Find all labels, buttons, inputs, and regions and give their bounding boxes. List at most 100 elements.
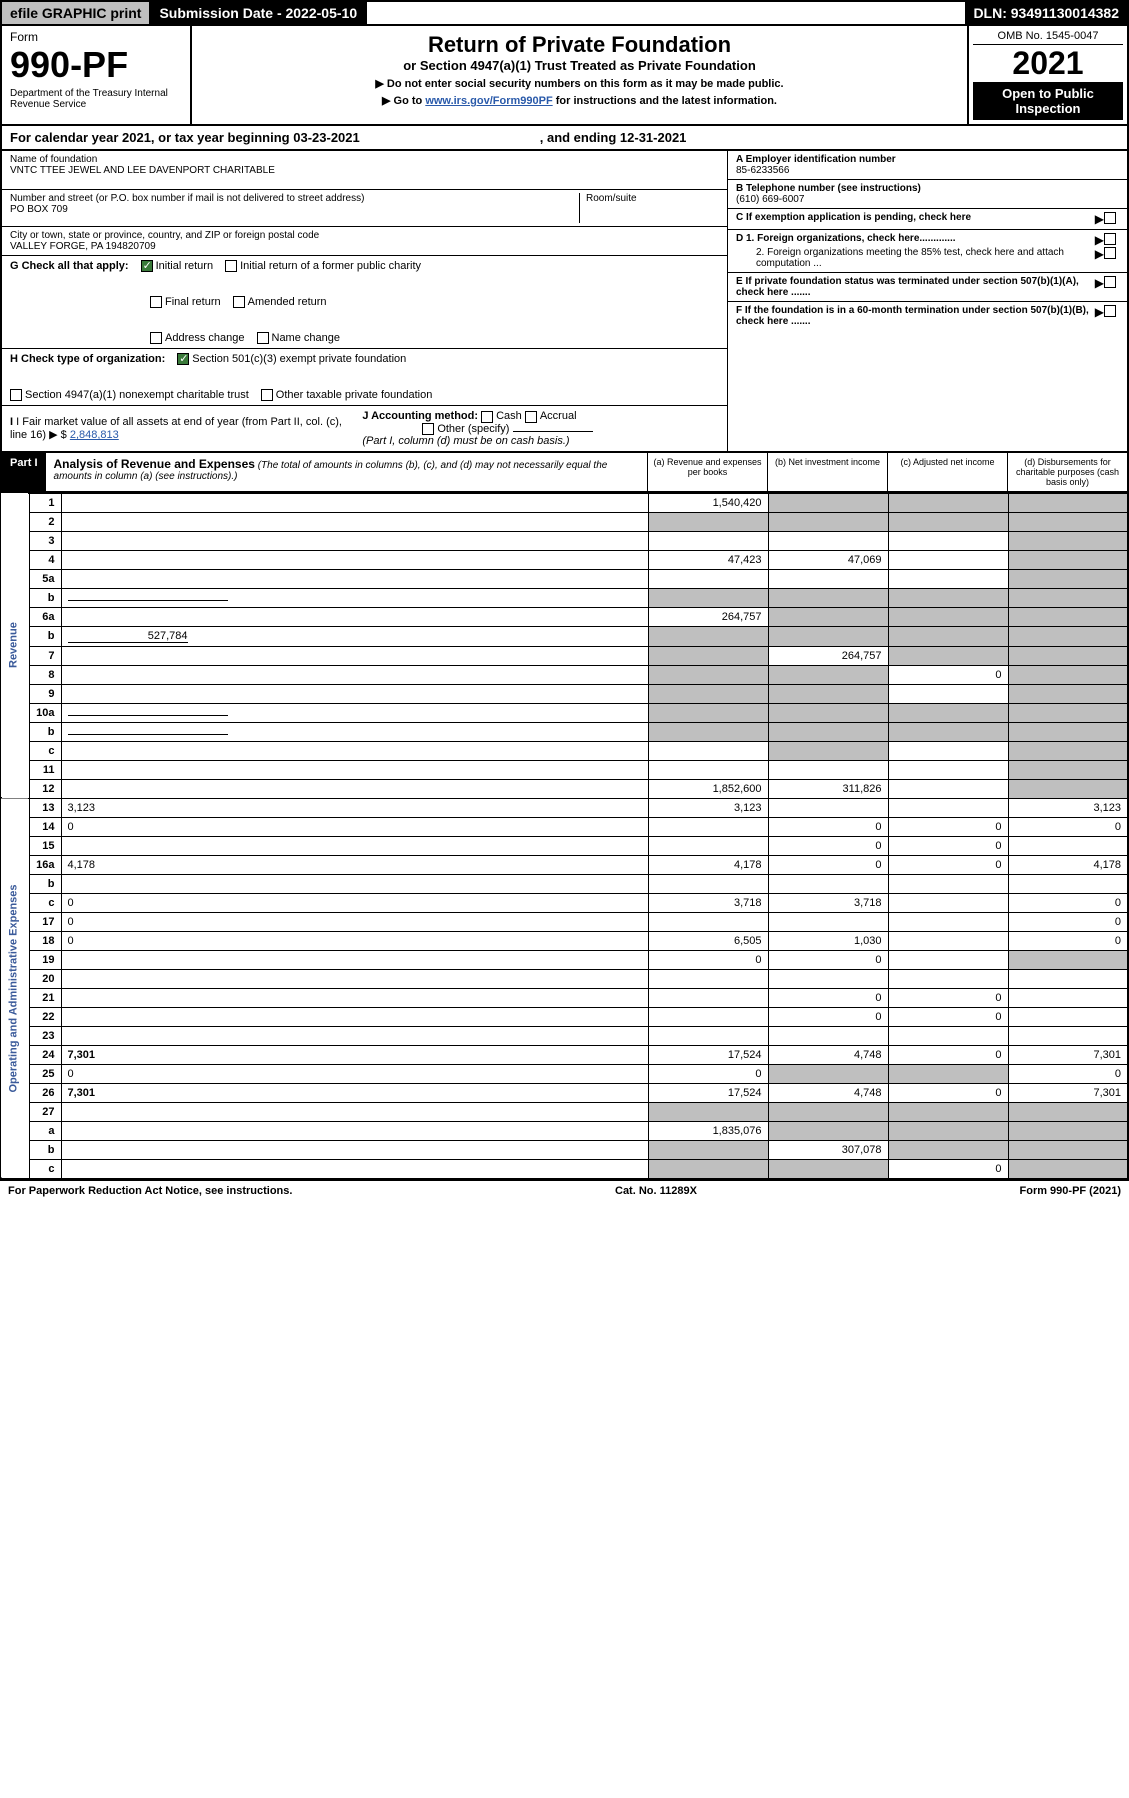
city-value: VALLEY FORGE, PA 194820709 [10,241,719,252]
col-d-value [1008,569,1128,588]
form-label: Form [10,30,182,44]
line-description [61,779,648,798]
501c3-checkbox[interactable] [177,353,189,365]
col-b-value [768,1064,888,1083]
section-i-j: I I Fair market value of all assets at e… [2,406,727,450]
fmv-link[interactable]: 2,848,813 [70,429,119,441]
initial-return-checkbox[interactable] [141,260,153,272]
line-description [61,836,648,855]
col-b-value [768,912,888,931]
col-d-value: 0 [1008,893,1128,912]
phone-label: B Telephone number (see instructions) [736,183,1119,194]
col-c-value [888,798,1008,817]
col-c-value [888,512,1008,531]
initial-former-checkbox[interactable] [225,260,237,272]
f-checkbox[interactable] [1104,305,1116,317]
table-row: b [1,722,1128,741]
col-b-value [768,798,888,817]
col-c-value: 0 [888,855,1008,874]
other-taxable-checkbox[interactable] [261,389,273,401]
col-d-value [1008,493,1128,512]
line-description [61,607,648,626]
col-c-value [888,493,1008,512]
col-c-value [888,893,1008,912]
table-row: c0 [1,1159,1128,1179]
line-number: 2 [29,512,61,531]
table-row: 1900 [1,950,1128,969]
address-change-checkbox[interactable] [150,332,162,344]
name-change-checkbox[interactable] [257,332,269,344]
col-c-value [888,741,1008,760]
col-c-value [888,912,1008,931]
line-description: 7,301 [61,1083,648,1102]
table-row: 121,852,600311,826 [1,779,1128,798]
dept-label: Department of the Treasury Internal Reve… [10,88,182,110]
col-b-value [768,684,888,703]
e-label: E If private foundation status was termi… [736,276,1095,298]
table-row: b [1,874,1128,893]
table-row: c [1,741,1128,760]
col-c-value: 0 [888,1007,1008,1026]
col-d-value [1008,665,1128,684]
line-description [61,646,648,665]
col-a-value [648,684,768,703]
4947-checkbox[interactable] [10,389,22,401]
d1-checkbox[interactable] [1104,233,1116,245]
line-number: 13 [29,798,61,817]
col-d-value [1008,531,1128,550]
col-c-value: 0 [888,1083,1008,1102]
line-description [61,531,648,550]
form-title: Return of Private Foundation [198,32,961,58]
line-number: c [29,741,61,760]
col-b-value: 311,826 [768,779,888,798]
line-number: 8 [29,665,61,684]
col-c-value [888,588,1008,607]
col-d-value: 0 [1008,817,1128,836]
line-number: b [29,722,61,741]
c-checkbox[interactable] [1104,212,1116,224]
omb-number: OMB No. 1545-0047 [973,30,1123,45]
table-row: 3 [1,531,1128,550]
line-number: 21 [29,988,61,1007]
footer-mid: Cat. No. 11289X [615,1185,697,1197]
col-a-value: 17,524 [648,1083,768,1102]
table-row: b 527,784 [1,626,1128,646]
col-c-value [888,969,1008,988]
col-d-value: 0 [1008,912,1128,931]
table-row: 9 [1,684,1128,703]
line-number: 7 [29,646,61,665]
col-c-value [888,684,1008,703]
col-a-value [648,722,768,741]
footer-left: For Paperwork Reduction Act Notice, see … [8,1185,292,1197]
line-number: 9 [29,684,61,703]
efile-print-button[interactable]: efile GRAPHIC print [2,2,151,24]
line-number: 5a [29,569,61,588]
col-b-value [768,760,888,779]
col-c-value [888,550,1008,569]
col-b-value [768,1102,888,1121]
e-checkbox[interactable] [1104,276,1116,288]
other-method-checkbox[interactable] [422,423,434,435]
line-number: b [29,626,61,646]
cash-checkbox[interactable] [481,411,493,423]
line-number: b [29,874,61,893]
revenue-side-label: Revenue [1,493,29,798]
f-label: F If the foundation is in a 60-month ter… [736,305,1095,327]
accrual-checkbox[interactable] [525,411,537,423]
d2-checkbox[interactable] [1104,247,1116,259]
line-number: 6a [29,607,61,626]
col-a-value [648,988,768,1007]
irs-link[interactable]: www.irs.gov/Form990PF [425,95,552,107]
col-b-value [768,741,888,760]
final-return-checkbox[interactable] [150,296,162,308]
line-number: c [29,1159,61,1179]
col-b-value: 0 [768,855,888,874]
table-row: 2200 [1,1007,1128,1026]
col-a-value [648,817,768,836]
section-h: H Check type of organization: Section 50… [2,349,727,406]
room-label: Room/suite [586,193,719,204]
amended-return-checkbox[interactable] [233,296,245,308]
col-b-value [768,493,888,512]
line-description: 527,784 [61,626,648,646]
col-a-value: 0 [648,1064,768,1083]
